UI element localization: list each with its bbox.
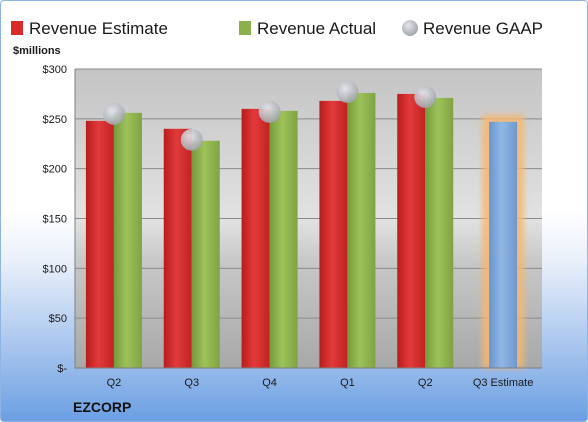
legend-swatch-revenue-actual [239,21,251,35]
gridlines [75,68,542,319]
bar-revenue-actual [347,92,376,369]
legend-label-revenue-gaap: Revenue GAAP [423,19,543,38]
x-tick-label: Q3 Estimate [473,377,534,389]
bar-revenue-actual [269,110,298,369]
bar-revenue-estimate [85,120,114,369]
y-tick-label: $200 [43,164,67,176]
y-tick-label: $100 [43,263,67,275]
bar-q3-estimate [489,121,518,368]
bar-revenue-actual [425,97,454,369]
bar-revenue-estimate [241,108,270,368]
bars [85,92,525,369]
company-name: EZCORP [73,399,131,415]
x-tick-label: Q2 [418,377,433,389]
bar-revenue-estimate [163,128,192,368]
legend-label-revenue-estimate: Revenue Estimate [29,19,168,38]
gaap-markers [102,80,437,151]
legend: Revenue Estimate Revenue Actual Revenue … [11,19,543,38]
x-tick-label: Q2 [107,377,122,389]
marker-revenue-gaap [414,85,437,108]
bar-revenue-actual [191,140,220,368]
y-tick-label: $50 [49,313,67,325]
marker-revenue-gaap [102,102,125,125]
axes: $- $50 $100 $150 $200 $250 $300 Q2 Q3 Q4 Q1 Q2 Q3 Es… [43,64,542,389]
bar-revenue-estimate [397,93,426,369]
y-tick-label: $- [57,363,67,375]
marker-revenue-gaap [180,128,203,151]
x-tick-label: Q1 [340,377,355,389]
y-tick-label: $300 [43,64,67,76]
y-axis-unit-label: $millions [13,45,61,57]
legend-swatch-revenue-estimate [11,21,23,35]
y-tick-label: $150 [43,214,67,226]
bar-revenue-estimate [319,100,348,368]
x-tick-label: Q3 [184,377,199,389]
y-tick-label: $250 [43,114,67,126]
x-tick-label: Q4 [262,377,277,389]
marker-revenue-gaap [258,100,281,123]
marker-revenue-gaap [336,80,359,103]
legend-label-revenue-actual: Revenue Actual [257,19,376,38]
legend-marker-revenue-gaap [402,20,418,36]
bar-revenue-actual [113,112,142,368]
